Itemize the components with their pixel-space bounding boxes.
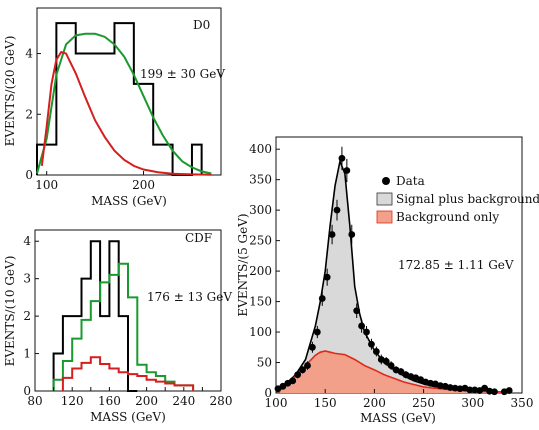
legend-background-swatch: [376, 210, 393, 224]
cdf-mass-annotation: 176 ± 13 GeV: [147, 290, 232, 304]
data-point: [294, 371, 302, 379]
combined-y-tick-label: 300: [249, 203, 272, 217]
data-point: [397, 368, 405, 376]
data-point: [313, 328, 321, 336]
d0-y-tick-label: 0: [25, 168, 33, 182]
data-point: [328, 231, 336, 238]
data-point: [491, 388, 498, 396]
cdf-y-tick-label: 1: [23, 347, 31, 361]
d0-panel-label: D0: [193, 18, 210, 32]
data-point: [363, 328, 370, 336]
legend-signal-label: Signal plus background: [396, 192, 539, 206]
data-point: [481, 384, 489, 392]
cdf-panel-label: CDF: [185, 231, 212, 245]
data-point: [358, 322, 366, 330]
d0-y-tick-label: 4: [25, 47, 33, 61]
d0-histogram-0: [36, 22, 203, 176]
d0-y-tick-label: 2: [25, 107, 33, 121]
data-point: [279, 382, 287, 390]
data-point: [323, 273, 331, 281]
data-point: [382, 357, 390, 365]
data-point: [333, 206, 341, 214]
legend-signal-swatch: [376, 192, 393, 206]
combined-y-tick-label: 50: [257, 356, 272, 370]
data-point: [309, 343, 316, 351]
combined-y-tick-label: 150: [249, 295, 272, 309]
d0-curve-2: [40, 50, 212, 176]
d0-marks: [36, 22, 212, 176]
d0-plot-frame: [36, 7, 222, 176]
data-point: [387, 362, 395, 369]
data-point: [466, 386, 474, 394]
combined-y-tick-label: 400: [249, 142, 272, 156]
d0-panel: D0 199 ± 30 GeV MASS (GeV) EVENTS/(20 Ge…: [3, 7, 225, 208]
cdf-x-tick-label: 80: [27, 394, 42, 408]
combined-x-tick-label: 200: [363, 396, 386, 410]
combined-y-tick-label: 350: [249, 173, 272, 187]
legend-data-label: Data: [396, 174, 425, 188]
combined-x-tick-label: 350: [511, 396, 534, 410]
d0-mass-annotation: 199 ± 30 GeV: [140, 67, 225, 81]
cdf-x-tick-label: 160: [98, 394, 121, 408]
data-point: [289, 377, 297, 385]
cdf-x-axis-label: MASS (GeV): [90, 410, 166, 424]
data-point: [505, 387, 513, 394]
combined-x-tick-label: 300: [461, 396, 484, 410]
cdf-y-tick-label: 4: [23, 234, 31, 248]
cdf-histogram-0: [52, 240, 138, 392]
combined-x-axis-label: MASS (GeV): [360, 411, 436, 425]
combined-y-tick-label: 0: [264, 386, 272, 400]
combined-y-tick-label: 100: [249, 325, 272, 339]
signal-plus-background-area: [276, 161, 513, 393]
d0-x-tick-label: 100: [35, 178, 58, 192]
data-point: [338, 154, 346, 162]
cdf-marks: [52, 240, 195, 392]
data-point: [368, 340, 375, 348]
d0-curve-1: [36, 32, 212, 175]
cdf-x-tick-label: 200: [135, 394, 158, 408]
cdf-y-tick-label: 0: [23, 384, 31, 398]
background-only-area: [276, 350, 513, 393]
combined-legend: Data Signal plus background Background o…: [376, 174, 539, 224]
cdf-histogram-1: [52, 262, 195, 391]
cdf-y-axis-label: EVENTS/(10 GeV): [3, 256, 17, 367]
data-point: [372, 348, 380, 355]
combined-panel: 172.85 ± 1.11 GeV MASS (GeV) EVENTS/(5 G…: [236, 136, 539, 425]
data-point: [318, 295, 326, 302]
data-point: [348, 231, 356, 238]
cdf-x-tick-label: 280: [210, 394, 233, 408]
cdf-y-tick-label: 2: [23, 309, 31, 323]
data-point: [353, 307, 361, 315]
d0-y-axis-label: EVENTS/(20 GeV): [3, 36, 17, 147]
cdf-x-tick-label: 120: [61, 394, 84, 408]
combined-marks: [274, 146, 513, 396]
combined-mass-annotation: 172.85 ± 1.11 GeV: [398, 258, 514, 272]
combined-x-tick-label: 250: [412, 396, 435, 410]
combined-y-tick-label: 200: [249, 264, 272, 278]
combined-y-axis-label: EVENTS/(5 GeV): [236, 213, 250, 316]
legend-data-marker: [382, 177, 390, 185]
d0-x-tick-label: 200: [132, 178, 155, 192]
combined-x-tick-label: 100: [265, 396, 288, 410]
d0-x-axis-label: MASS (GeV): [91, 194, 167, 208]
cdf-panel: CDF 176 ± 13 GeV MASS (GeV) EVENTS/(10 G…: [3, 229, 233, 424]
data-point: [299, 366, 306, 374]
legend-background-label: Background only: [396, 210, 499, 224]
combined-y-tick-label: 250: [249, 234, 272, 248]
data-point: [304, 362, 311, 369]
data-point: [343, 167, 351, 174]
cdf-y-tick-label: 3: [23, 272, 31, 286]
combined-x-tick-label: 150: [314, 396, 337, 410]
cdf-x-tick-label: 240: [172, 394, 195, 408]
cdf-histogram-2: [61, 356, 195, 391]
